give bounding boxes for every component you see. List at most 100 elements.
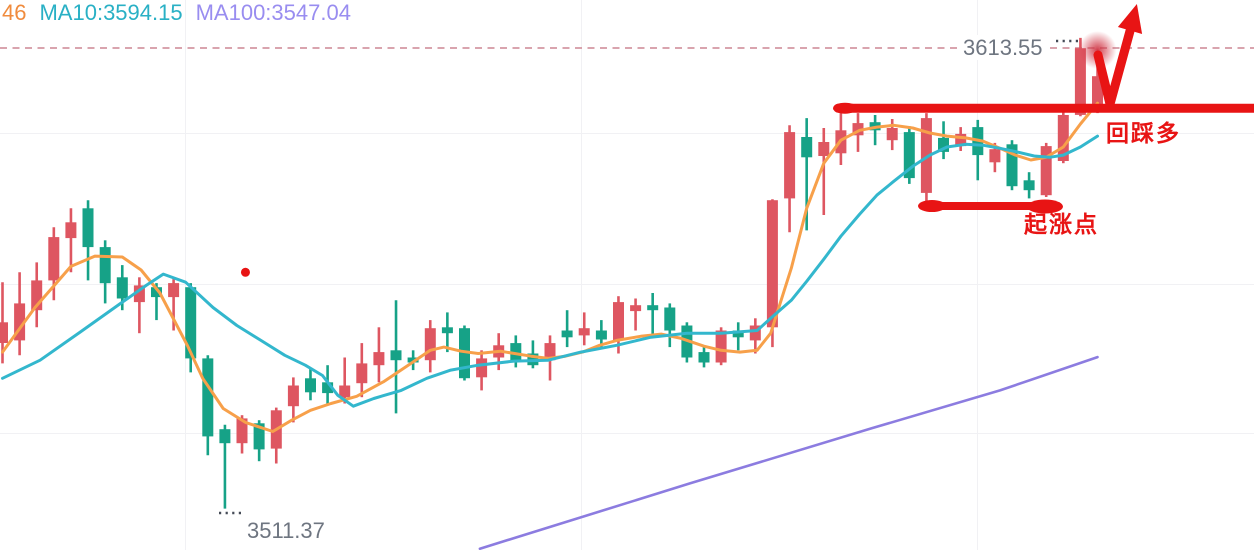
candle-54: [920, 113, 932, 206]
candle-body: [305, 378, 316, 393]
candle-body: [630, 305, 642, 312]
candle-body: [82, 208, 94, 248]
candle-body: [287, 385, 299, 407]
candle-body: [1074, 48, 1086, 115]
candle-body: [31, 280, 43, 311]
ma5-line: [1, 101, 1099, 433]
candle-57: [972, 119, 984, 181]
candle-45: [766, 199, 778, 348]
candle-4: [65, 208, 77, 273]
candle-34: [578, 312, 590, 346]
breakout-arrow-head: [1117, 4, 1143, 34]
candle-1: [14, 272, 26, 356]
ma100-legend-label: MA100:3547.04: [195, 0, 351, 25]
candle-body: [14, 303, 26, 341]
candle-8: [133, 277, 145, 334]
candle-body: [784, 132, 796, 199]
ma10-line: [1, 134, 1099, 408]
candle-body: [253, 423, 265, 450]
candle-body: [903, 132, 915, 179]
candle-55: [938, 121, 949, 160]
candle-body: [1092, 76, 1103, 113]
candle-body: [322, 382, 334, 394]
signal-dot: [240, 267, 250, 277]
candle-33: [561, 310, 573, 348]
candle-21: [356, 343, 368, 398]
support-bar-end-cap: [1027, 199, 1063, 214]
candle-2: [31, 262, 43, 328]
candle-12: [202, 355, 214, 456]
candle-body: [441, 327, 453, 334]
candle-body: [133, 285, 145, 303]
candle-6: [99, 240, 111, 304]
ma10-legend-label: MA10:3594.15: [39, 0, 183, 25]
candle-body: [185, 287, 197, 359]
candle-body: [818, 142, 830, 156]
pullback-long-annotation: 回踩多: [1106, 121, 1181, 146]
candle-body: [698, 352, 710, 363]
candle-10: [168, 279, 180, 331]
candle-16: [270, 407, 282, 464]
candle-body: [664, 307, 676, 331]
breakout-arrow-shaft: [1093, 26, 1135, 109]
candle-22: [373, 327, 385, 383]
high-price-label: 3613.55: [960, 35, 1046, 60]
candle-body: [0, 322, 8, 343]
candle-body: [373, 352, 385, 366]
candle-body: [886, 128, 898, 141]
candle-body: [544, 343, 556, 361]
candle-body: [801, 137, 813, 158]
candle-body: [595, 330, 607, 340]
candle-37: [630, 298, 642, 331]
candle-38: [647, 293, 659, 338]
candle-body: [989, 149, 1001, 163]
candle-body: [459, 328, 470, 379]
candle-body: [339, 385, 351, 398]
candle-body: [647, 305, 659, 311]
candle-51: [869, 115, 881, 146]
candle-56: [955, 127, 967, 151]
candle-body: [561, 330, 573, 338]
candle-41: [698, 345, 710, 368]
candle-25: [424, 320, 436, 373]
candle-body: [749, 325, 761, 341]
candle-body: [151, 287, 162, 298]
candle-28: [476, 350, 488, 391]
candle-35: [595, 320, 607, 348]
candle-body: [732, 330, 744, 338]
low-price-label: 3511.37: [244, 518, 328, 543]
candle-body: [116, 277, 128, 299]
candle-body: [1040, 146, 1052, 196]
candle-52: [886, 119, 898, 151]
ma5-legend-label: 46: [2, 0, 27, 25]
candle-body: [852, 123, 864, 136]
candle-body: [920, 118, 932, 193]
candle-17: [287, 377, 299, 423]
ma-legend: 46 MA10:3594.15 MA100:3547.04: [2, 0, 351, 26]
candle-body: [938, 137, 949, 152]
candle-53: [903, 126, 915, 184]
candle-body: [48, 237, 60, 281]
candle-46: [784, 125, 796, 233]
candle-body: [715, 330, 727, 363]
candle-body: [356, 363, 368, 384]
candle-body: [202, 358, 214, 437]
candle-body: [613, 302, 624, 341]
candle-39: [664, 303, 676, 348]
highlight-glow: [1078, 31, 1117, 70]
candle-60: [1023, 172, 1035, 199]
candle-26: [441, 312, 453, 353]
candle-44: [749, 318, 761, 354]
candle-20: [339, 357, 351, 404]
candle-body: [424, 328, 436, 361]
candle-59: [1006, 140, 1018, 191]
candle-13: [219, 424, 231, 509]
candle-61: [1040, 142, 1052, 197]
candle-body: [65, 222, 77, 239]
candle-43: [732, 322, 744, 351]
candle-5: [82, 200, 94, 281]
candle-23: [390, 300, 402, 414]
candle-body: [510, 343, 522, 361]
candle-body: [168, 283, 180, 298]
